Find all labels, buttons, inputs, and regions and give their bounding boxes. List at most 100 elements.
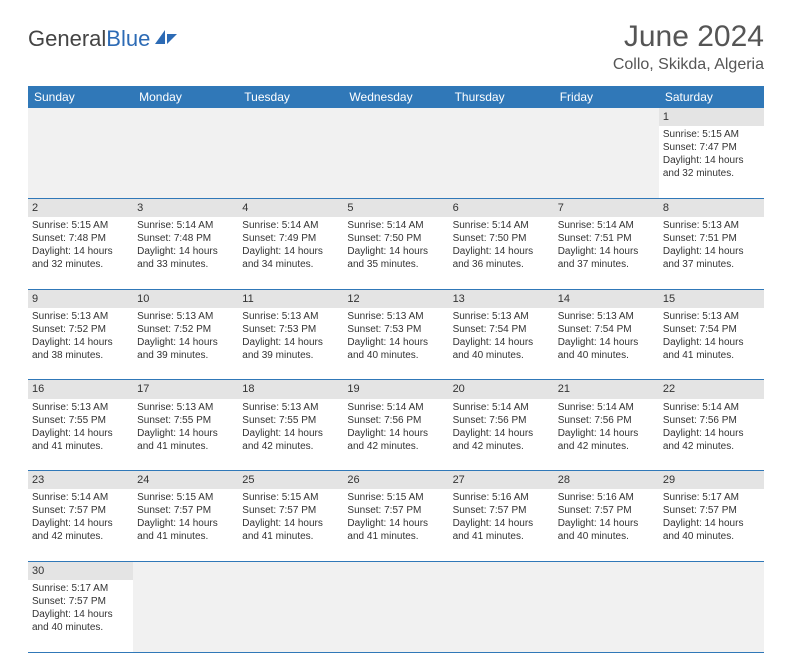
day-number-cell: 30 bbox=[28, 561, 133, 580]
col-friday: Friday bbox=[554, 86, 659, 108]
sunset-line: Sunset: 7:52 PM bbox=[32, 323, 129, 336]
daylight-line: Daylight: 14 hours and 39 minutes. bbox=[137, 336, 234, 362]
sunrise-line: Sunrise: 5:15 AM bbox=[347, 491, 444, 504]
day-cell: Sunrise: 5:15 AMSunset: 7:47 PMDaylight:… bbox=[659, 126, 764, 198]
location-text: Collo, Skikda, Algeria bbox=[613, 56, 764, 74]
sunset-line: Sunset: 7:57 PM bbox=[558, 504, 655, 517]
sunset-line: Sunset: 7:54 PM bbox=[663, 323, 760, 336]
logo-sail-icon bbox=[153, 26, 179, 52]
daynum-row: 2345678 bbox=[28, 198, 764, 217]
daylight-line: Daylight: 14 hours and 39 minutes. bbox=[242, 336, 339, 362]
day-number-cell: 22 bbox=[659, 380, 764, 399]
day-cell bbox=[238, 580, 343, 652]
day-number-cell: 27 bbox=[449, 471, 554, 490]
day-cell: Sunrise: 5:13 AMSunset: 7:55 PMDaylight:… bbox=[133, 399, 238, 471]
sunset-line: Sunset: 7:57 PM bbox=[137, 504, 234, 517]
sunset-line: Sunset: 7:49 PM bbox=[242, 232, 339, 245]
daylight-line: Daylight: 14 hours and 41 minutes. bbox=[137, 517, 234, 543]
day-number-cell: 8 bbox=[659, 198, 764, 217]
daylight-line: Daylight: 14 hours and 42 minutes. bbox=[242, 427, 339, 453]
col-tuesday: Tuesday bbox=[238, 86, 343, 108]
col-monday: Monday bbox=[133, 86, 238, 108]
day-cell: Sunrise: 5:16 AMSunset: 7:57 PMDaylight:… bbox=[554, 489, 659, 561]
sunset-line: Sunset: 7:55 PM bbox=[242, 414, 339, 427]
day-cell bbox=[449, 126, 554, 198]
day-cell: Sunrise: 5:14 AMSunset: 7:50 PMDaylight:… bbox=[449, 217, 554, 289]
day-number-cell bbox=[133, 108, 238, 126]
sunrise-line: Sunrise: 5:15 AM bbox=[242, 491, 339, 504]
daynum-row: 9101112131415 bbox=[28, 289, 764, 308]
day-cell: Sunrise: 5:13 AMSunset: 7:54 PMDaylight:… bbox=[449, 308, 554, 380]
week-data-row: Sunrise: 5:17 AMSunset: 7:57 PMDaylight:… bbox=[28, 580, 764, 652]
sunrise-line: Sunrise: 5:15 AM bbox=[32, 219, 129, 232]
week-data-row: Sunrise: 5:13 AMSunset: 7:52 PMDaylight:… bbox=[28, 308, 764, 380]
day-number-cell: 1 bbox=[659, 108, 764, 126]
sunset-line: Sunset: 7:51 PM bbox=[558, 232, 655, 245]
sunset-line: Sunset: 7:53 PM bbox=[347, 323, 444, 336]
day-cell: Sunrise: 5:13 AMSunset: 7:52 PMDaylight:… bbox=[133, 308, 238, 380]
logo-text-general: General bbox=[28, 26, 106, 52]
day-number-cell: 25 bbox=[238, 471, 343, 490]
day-number-cell: 17 bbox=[133, 380, 238, 399]
daylight-line: Daylight: 14 hours and 40 minutes. bbox=[347, 336, 444, 362]
day-cell: Sunrise: 5:15 AMSunset: 7:57 PMDaylight:… bbox=[238, 489, 343, 561]
day-number-cell bbox=[554, 108, 659, 126]
daylight-line: Daylight: 14 hours and 33 minutes. bbox=[137, 245, 234, 271]
daynum-row: 16171819202122 bbox=[28, 380, 764, 399]
sunrise-line: Sunrise: 5:13 AM bbox=[137, 401, 234, 414]
day-cell: Sunrise: 5:17 AMSunset: 7:57 PMDaylight:… bbox=[659, 489, 764, 561]
sunset-line: Sunset: 7:52 PM bbox=[137, 323, 234, 336]
day-cell bbox=[133, 126, 238, 198]
month-title: June 2024 bbox=[613, 20, 764, 54]
day-number-cell: 16 bbox=[28, 380, 133, 399]
day-number-cell: 11 bbox=[238, 289, 343, 308]
day-number-cell bbox=[343, 561, 448, 580]
daylight-line: Daylight: 14 hours and 41 minutes. bbox=[32, 427, 129, 453]
day-number-cell: 3 bbox=[133, 198, 238, 217]
day-cell: Sunrise: 5:13 AMSunset: 7:55 PMDaylight:… bbox=[238, 399, 343, 471]
sunset-line: Sunset: 7:57 PM bbox=[242, 504, 339, 517]
daylight-line: Daylight: 14 hours and 41 minutes. bbox=[137, 427, 234, 453]
day-number-cell bbox=[343, 108, 448, 126]
day-cell: Sunrise: 5:13 AMSunset: 7:55 PMDaylight:… bbox=[28, 399, 133, 471]
day-number-cell: 24 bbox=[133, 471, 238, 490]
day-cell: Sunrise: 5:14 AMSunset: 7:56 PMDaylight:… bbox=[449, 399, 554, 471]
day-number-cell bbox=[238, 108, 343, 126]
sunrise-line: Sunrise: 5:13 AM bbox=[558, 310, 655, 323]
day-cell: Sunrise: 5:14 AMSunset: 7:48 PMDaylight:… bbox=[133, 217, 238, 289]
daynum-row: 23242526272829 bbox=[28, 471, 764, 490]
col-saturday: Saturday bbox=[659, 86, 764, 108]
daylight-line: Daylight: 14 hours and 35 minutes. bbox=[347, 245, 444, 271]
day-cell bbox=[554, 126, 659, 198]
sunset-line: Sunset: 7:56 PM bbox=[347, 414, 444, 427]
sunrise-line: Sunrise: 5:15 AM bbox=[137, 491, 234, 504]
day-number-cell bbox=[238, 561, 343, 580]
day-number-cell: 13 bbox=[449, 289, 554, 308]
sunrise-line: Sunrise: 5:14 AM bbox=[453, 401, 550, 414]
daylight-line: Daylight: 14 hours and 41 minutes. bbox=[347, 517, 444, 543]
col-thursday: Thursday bbox=[449, 86, 554, 108]
day-number-cell bbox=[554, 561, 659, 580]
daynum-row: 30 bbox=[28, 561, 764, 580]
day-number-cell: 26 bbox=[343, 471, 448, 490]
daylight-line: Daylight: 14 hours and 42 minutes. bbox=[663, 427, 760, 453]
sunrise-line: Sunrise: 5:13 AM bbox=[242, 401, 339, 414]
daylight-line: Daylight: 14 hours and 41 minutes. bbox=[242, 517, 339, 543]
sunrise-line: Sunrise: 5:13 AM bbox=[242, 310, 339, 323]
sunrise-line: Sunrise: 5:14 AM bbox=[242, 219, 339, 232]
day-number-cell: 6 bbox=[449, 198, 554, 217]
day-cell bbox=[659, 580, 764, 652]
sunset-line: Sunset: 7:57 PM bbox=[663, 504, 760, 517]
day-number-cell: 10 bbox=[133, 289, 238, 308]
daylight-line: Daylight: 14 hours and 40 minutes. bbox=[453, 336, 550, 362]
sunrise-line: Sunrise: 5:13 AM bbox=[453, 310, 550, 323]
sunset-line: Sunset: 7:57 PM bbox=[32, 504, 129, 517]
day-cell bbox=[343, 580, 448, 652]
sunrise-line: Sunrise: 5:13 AM bbox=[347, 310, 444, 323]
sunrise-line: Sunrise: 5:14 AM bbox=[663, 401, 760, 414]
day-number-cell: 5 bbox=[343, 198, 448, 217]
day-number-cell: 20 bbox=[449, 380, 554, 399]
day-cell: Sunrise: 5:13 AMSunset: 7:52 PMDaylight:… bbox=[28, 308, 133, 380]
day-cell: Sunrise: 5:14 AMSunset: 7:57 PMDaylight:… bbox=[28, 489, 133, 561]
day-cell: Sunrise: 5:14 AMSunset: 7:49 PMDaylight:… bbox=[238, 217, 343, 289]
